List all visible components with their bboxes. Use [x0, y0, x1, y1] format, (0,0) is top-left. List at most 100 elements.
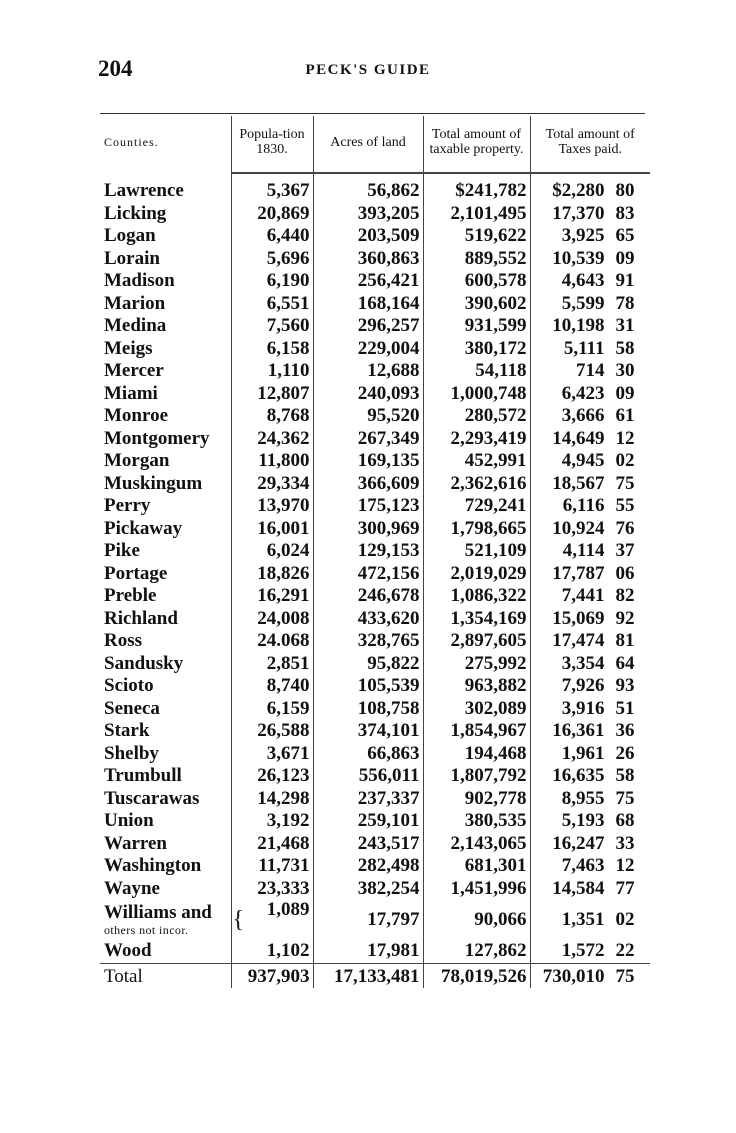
acres-cell: 256,421	[312, 270, 423, 293]
header-taxes: Total amount of Taxes paid.	[529, 116, 650, 174]
taxes-cents: 09	[615, 247, 635, 269]
property-cell: 1,451,996	[422, 877, 530, 900]
taxes-dollars: 17,370	[552, 202, 605, 224]
property-cell: 889,552	[422, 247, 530, 270]
acres-cell: 169,135	[312, 450, 423, 473]
acres-cell: 433,620	[312, 607, 423, 630]
property-cell: 280,572	[422, 405, 530, 428]
taxes-cents: 77	[615, 877, 635, 899]
property-cell: 902,778	[422, 787, 530, 810]
property-cell: 1,798,665	[422, 517, 530, 540]
taxes-dollars: 1,351	[561, 909, 605, 930]
property-cell: 380,172	[422, 337, 530, 360]
table-row: Ross 24.068 328,765 2,897,605 17,474 81	[100, 630, 650, 653]
county-name: Meigs	[104, 337, 153, 359]
property-cell: 931,599	[422, 315, 530, 338]
acres-cell: 175,123	[312, 495, 423, 518]
property-cell: 380,535	[422, 810, 530, 833]
taxes-cents: 31	[615, 315, 635, 336]
population-cell: 16,001	[230, 517, 313, 540]
acres-cell: 12,688	[312, 360, 423, 383]
taxes-dollars: 10,198	[552, 315, 605, 336]
total-population: 937,903	[230, 962, 313, 988]
property-cell: 452,991	[422, 450, 530, 473]
acres-cell: 259,101	[312, 810, 423, 833]
county-statistics-table: Counties. Popula-tion 1830. Acres of lan…	[100, 116, 650, 988]
property-cell: 1,086,322	[422, 585, 530, 608]
taxes-dollars: 14,649	[552, 427, 605, 449]
property-cell: 90,066	[422, 900, 530, 940]
population-cell: 24,008	[230, 607, 313, 630]
population-cell: 18,826	[230, 562, 313, 585]
county-name: Sandusky	[104, 652, 184, 674]
taxes-cell: 7,441 82	[529, 585, 650, 608]
county-name: Lawrence	[104, 179, 184, 201]
acres-cell: 129,153	[312, 540, 423, 563]
county-name: Mercer	[104, 360, 164, 381]
taxes-cents: 02	[615, 450, 635, 471]
taxes-dollars: 3,354	[561, 652, 605, 674]
taxes-cents: 91	[615, 270, 635, 291]
population-cell: 11,731	[230, 855, 313, 878]
population-cell: 20,869	[230, 202, 313, 225]
population-cell: 26,123	[230, 765, 313, 788]
taxes-dollars: 17,787	[552, 562, 605, 584]
property-cell: 127,862	[422, 940, 530, 963]
acres-cell: 17,981	[312, 940, 423, 963]
taxes-cell: 16,361 36	[529, 720, 650, 743]
county-name: Wood	[104, 940, 152, 961]
county-name: Montgomery	[104, 427, 210, 449]
county-name: Morgan	[104, 450, 170, 471]
taxes-dollars: 15,069	[552, 607, 605, 629]
population-cell: 26,588	[230, 720, 313, 743]
property-cell: 963,882	[422, 675, 530, 698]
county-name: Miami	[104, 382, 158, 404]
acres-cell: 556,011	[312, 765, 423, 788]
table-row: Shelby 3,671 66,863 194,468 1,961 26	[100, 742, 650, 765]
property-cell: $241,782	[422, 173, 530, 203]
table-row: Sandusky 2,851 95,822 275,992 3,354 64	[100, 652, 650, 675]
header-row: Counties. Popula-tion 1830. Acres of lan…	[100, 116, 650, 174]
county-name: Portage	[104, 562, 168, 584]
county-name: Madison	[104, 270, 175, 291]
taxes-dollars: 1,572	[561, 940, 605, 961]
taxes-cents: 06	[615, 562, 635, 584]
property-cell: 2,101,495	[422, 202, 530, 225]
table-row: Licking 20,869 393,205 2,101,495 17,370 83	[100, 202, 650, 225]
taxes-cents: 12	[615, 855, 635, 876]
county-name: Wayne	[104, 877, 160, 899]
taxes-dollars: 14,584	[552, 877, 605, 899]
running-head: PECK'S GUIDE	[305, 62, 431, 78]
taxes-cents: 83	[615, 202, 635, 224]
taxes-cell: 5,111 58	[529, 337, 650, 360]
taxes-dollars: 5,111	[563, 337, 605, 359]
county-name: Muskingum	[104, 472, 203, 494]
taxes-cents: 26	[615, 742, 635, 764]
population-cell: 1,110	[230, 360, 313, 383]
header-acres: Acres of land	[312, 116, 423, 174]
county-name: Perry	[104, 495, 151, 516]
taxes-cell: 4,114 37	[529, 540, 650, 563]
taxes-dollars: 7,463	[561, 855, 605, 876]
table-row: Trumbull 26,123 556,011 1,807,792 16,635 58	[100, 765, 650, 788]
population-cell: 8,768	[230, 405, 313, 428]
taxes-dollars: 6,116	[562, 495, 605, 516]
taxes-cents: 58	[615, 337, 635, 359]
property-cell: 275,992	[422, 652, 530, 675]
taxes-cents: 65	[615, 225, 635, 246]
table-row: Logan 6,440 203,509 519,622 3,925 65	[100, 225, 650, 248]
county-name: Monroe	[104, 405, 169, 426]
county-name: Marion	[104, 292, 166, 314]
table-row: Monroe 8,768 95,520 280,572 3,666 61	[100, 405, 650, 428]
taxes-cell: 10,198 31	[529, 315, 650, 338]
table-row: Lawrence 5,367 56,862 $241,782 $2,280 80	[100, 173, 650, 203]
taxes-dollars: 730,010	[542, 965, 605, 987]
table-row: Medina 7,560 296,257 931,599 10,198 31	[100, 315, 650, 338]
county-name: Lorain	[104, 247, 160, 269]
taxes-cell: 7,463 12	[529, 855, 650, 878]
taxes-cell: 5,599 78	[529, 292, 650, 315]
taxes-cell: 18,567 75	[529, 472, 650, 495]
county-name: Washington	[104, 855, 202, 876]
county-name: Williams and	[104, 902, 212, 923]
table-row: Pickaway 16,001 300,969 1,798,665 10,924 76	[100, 517, 650, 540]
